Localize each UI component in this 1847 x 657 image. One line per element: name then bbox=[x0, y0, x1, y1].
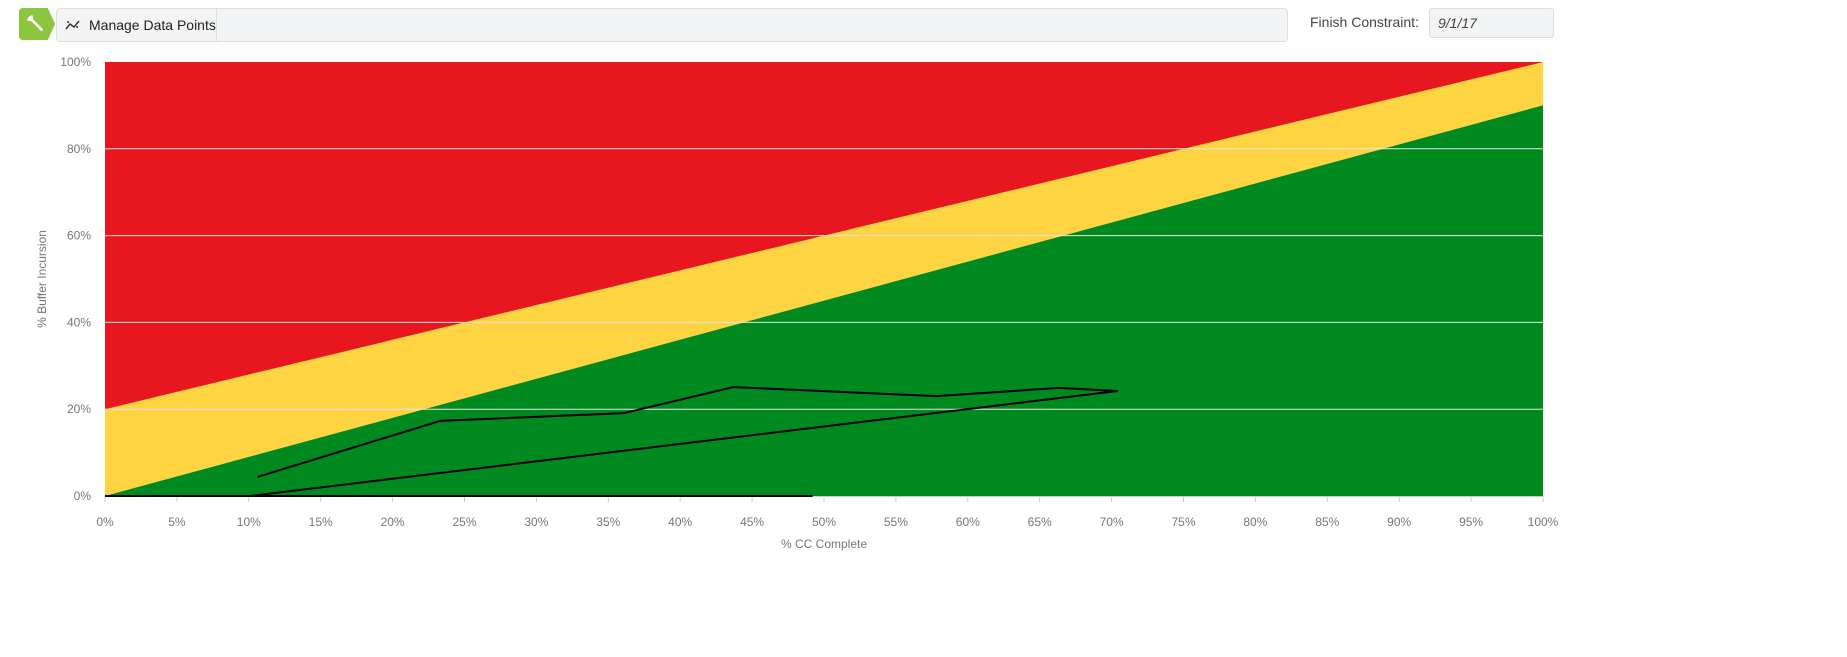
y-tick-label: 60% bbox=[67, 229, 91, 243]
x-tick-label: 25% bbox=[452, 515, 476, 529]
x-tick-label: 40% bbox=[668, 515, 692, 529]
x-tick-label: 80% bbox=[1243, 515, 1267, 529]
x-tick-label: 0% bbox=[96, 515, 114, 529]
data-series-line bbox=[250, 386, 1119, 497]
y-tick-label: 80% bbox=[67, 142, 91, 156]
x-tick-label: 15% bbox=[309, 515, 333, 529]
x-tick-label: 45% bbox=[740, 515, 764, 529]
scatter-line-icon bbox=[65, 20, 80, 30]
x-tick-label: 70% bbox=[1100, 515, 1124, 529]
x-tick-label: 60% bbox=[956, 515, 980, 529]
toolbar: Manage Data Points bbox=[56, 8, 1288, 42]
x-tick-label: 30% bbox=[524, 515, 548, 529]
x-tick-label: 10% bbox=[237, 515, 261, 529]
x-tick-label: 75% bbox=[1171, 515, 1195, 529]
finish-constraint-input[interactable] bbox=[1429, 8, 1554, 38]
x-tick-label: 55% bbox=[884, 515, 908, 529]
y-tick-label: 40% bbox=[67, 315, 91, 329]
x-tick-label: 50% bbox=[812, 515, 836, 529]
wrench-icon bbox=[26, 14, 44, 32]
logo-wrench-button[interactable] bbox=[19, 8, 55, 40]
x-tick-label: 35% bbox=[596, 515, 620, 529]
x-tick-label: 100% bbox=[1528, 515, 1559, 529]
x-tick-label: 20% bbox=[381, 515, 405, 529]
x-tick-label: 90% bbox=[1387, 515, 1411, 529]
y-axis-title: % Buffer Incursion bbox=[35, 230, 49, 328]
manage-data-points-label: Manage Data Points bbox=[89, 17, 216, 33]
zone-green bbox=[105, 105, 1543, 497]
finish-constraint-label: Finish Constraint: bbox=[1310, 14, 1419, 30]
x-tick-label: 5% bbox=[168, 515, 186, 529]
y-tick-label: 20% bbox=[67, 402, 91, 416]
x-tick-label: 65% bbox=[1028, 515, 1052, 529]
x-tick-label: 85% bbox=[1315, 515, 1339, 529]
manage-data-points-button[interactable]: Manage Data Points bbox=[57, 9, 217, 41]
x-axis-title: % CC Complete bbox=[781, 537, 867, 551]
y-tick-label: 100% bbox=[60, 55, 91, 69]
x-tick-label: 95% bbox=[1459, 515, 1483, 529]
y-tick-label: 0% bbox=[74, 489, 92, 503]
